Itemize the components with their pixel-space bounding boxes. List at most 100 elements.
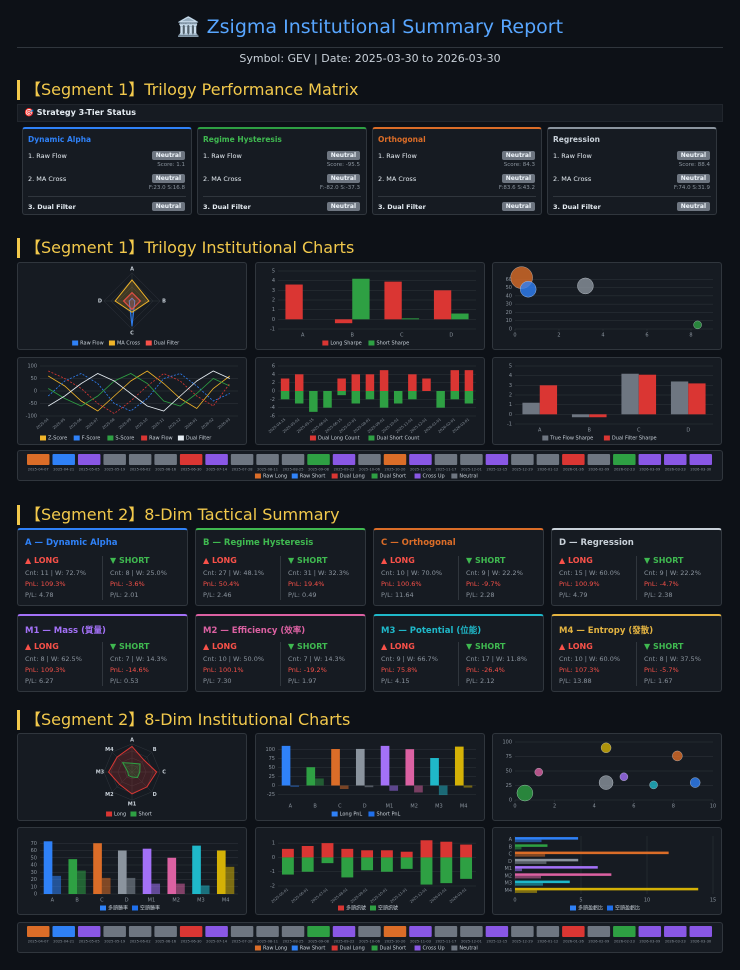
stat-line: PnL: 100.1% — [203, 666, 244, 674]
bar — [414, 785, 423, 793]
legend-swatch — [338, 905, 344, 911]
x-tick-label: A — [289, 804, 293, 810]
bar — [515, 880, 570, 884]
bar — [117, 850, 127, 894]
row-detail: F:-82.0 S:-37.3 — [319, 185, 360, 191]
stat-line: P/L: 2.28 — [466, 591, 495, 599]
event-cell — [307, 454, 330, 465]
long-label: ▲ LONG — [559, 556, 593, 565]
event-date: 2025-12-01 — [461, 940, 482, 944]
stat-line: PnL: 100.9% — [559, 580, 600, 588]
event-date: 2026-03-30 — [690, 468, 712, 472]
event-cell — [689, 454, 712, 465]
bar — [515, 858, 579, 862]
bar — [405, 749, 415, 786]
bar — [384, 281, 402, 320]
x-tick-label: 2026-03 — [217, 417, 231, 430]
short-column: ▼ SHORT Cnt: 31 | W: 32.3% PnL: 19.4% P/L: … — [288, 556, 349, 601]
chart: 0 25 50 75 100 0 2 4 6 8 10 — [502, 740, 716, 810]
stat-line: P/L: 2.46 — [203, 591, 232, 599]
row-detail: F:74.0 S:31.9 — [673, 185, 710, 191]
y-tick-label: -1 — [270, 869, 275, 875]
legend-swatch — [254, 945, 261, 951]
y-tick-label: 60 — [31, 848, 37, 854]
y-tick-label: -25 — [267, 792, 275, 798]
bar — [280, 378, 290, 391]
event-date: 2025-06-16 — [155, 940, 177, 944]
bar — [43, 841, 53, 894]
legend-label: Dual Short Count — [376, 436, 419, 442]
row-detail: Score: 88.4 — [678, 162, 710, 168]
legend-swatch — [291, 945, 298, 951]
x-tick-label: 10 — [710, 804, 716, 810]
bar — [422, 378, 431, 391]
event-cell — [205, 454, 228, 465]
short-label: ▼ SHORT — [110, 556, 150, 565]
y-tick-label: M3 — [505, 881, 513, 887]
event-cell — [27, 926, 50, 937]
legend-swatch — [322, 340, 329, 346]
y-tick-label: 1 — [509, 402, 512, 408]
bar — [142, 848, 152, 894]
row-label: 2. MA Cross — [553, 175, 592, 183]
y-tick-label: M2 — [505, 873, 513, 879]
x-tick-label: D — [363, 804, 367, 810]
divider — [17, 47, 723, 48]
stat-line: PnL: 107.3% — [559, 666, 600, 674]
bar — [380, 745, 390, 786]
long-label: ▲ LONG — [203, 642, 237, 651]
x-tick-label: 2 — [553, 804, 556, 810]
x-tick-label: 4 — [593, 804, 596, 810]
report-title: 🏛️ Zsigma Institutional Summary Report — [0, 15, 740, 38]
chart-panel: True Flow Sharpe Dual Filter Sharpe -1 0 1 2 3… — [492, 357, 722, 445]
stat-line: Cnt: 31 | W: 32.3% — [288, 569, 350, 577]
legend-label: S-Score — [115, 436, 134, 442]
legend-swatch — [371, 945, 378, 951]
short-label: ▼ SHORT — [110, 642, 150, 651]
section-heading: 【Segment 1】Trilogy Performance Matrix — [17, 80, 359, 100]
event-cell — [613, 926, 636, 937]
x-tick-label: 0 — [513, 898, 516, 904]
status-badge: Neutral — [501, 151, 535, 160]
short-column: ▼ SHORT Cnt: 9 | W: 22.2% PnL: -4.7% P/L: 2… — [644, 556, 701, 601]
event-date: 2026-01-26 — [563, 468, 585, 472]
y-tick-label: 30 — [506, 302, 512, 308]
x-tick-label: 2025-09-01 — [350, 887, 369, 903]
legend-label: Long Sharpe — [330, 341, 361, 347]
bar — [430, 758, 439, 786]
chart-panel: 多頭勝率 空頭勝率 0 10 20 30 40 50 60 70 A B C D M1 M2 M3 M4 — [17, 827, 247, 915]
legend-swatch — [106, 811, 113, 817]
card-title: Orthogonal — [378, 135, 426, 144]
x-tick-label: M2 — [410, 804, 418, 810]
stat-line: Cnt: 10 | W: 60.0% — [559, 655, 621, 663]
event-date: 2026-01-12 — [537, 940, 558, 944]
legend-label: Long — [114, 812, 126, 818]
bar — [52, 875, 62, 894]
stat-line: P/L: 0.53 — [110, 677, 139, 685]
stat-line: PnL: -9.7% — [466, 580, 501, 588]
event-cell — [409, 454, 432, 465]
bar — [464, 370, 474, 391]
bar — [315, 778, 324, 786]
legend-swatch — [371, 473, 378, 479]
status-badge: Neutral — [676, 151, 710, 160]
chart-panel: Long Sharpe Short Sharpe -1 0 1 2 3 4 5 A B C D — [255, 262, 485, 350]
section-heading: 【Segment 2】8-Dim Tactical Summary — [17, 505, 340, 525]
timeline-strip: Raw Long Raw Short Dual Long Dual Short Cros… — [17, 450, 723, 481]
bar — [334, 319, 353, 324]
card-title: M1 — Mass (質量) — [25, 626, 106, 636]
legend-label: 多頭訊號 — [346, 905, 366, 912]
bubble — [534, 768, 543, 777]
divider — [458, 556, 459, 600]
event-date: 2025-09-08 — [308, 940, 330, 944]
row-label: 2. MA Cross — [378, 175, 417, 183]
event-date: 2025-06-02 — [130, 940, 151, 944]
y-tick-label: 50 — [269, 765, 275, 771]
long-label: ▲ LONG — [381, 642, 415, 651]
event-date: 2026-03-09 — [639, 468, 661, 472]
y-tick-label: 2 — [272, 380, 275, 386]
chart-panel: Long PnL Short PnL -25 0 25 50 75 100 A B C D M1 M2 M3… — [255, 733, 485, 821]
event-date: 2025-05-19 — [104, 468, 126, 472]
divider — [636, 556, 637, 600]
